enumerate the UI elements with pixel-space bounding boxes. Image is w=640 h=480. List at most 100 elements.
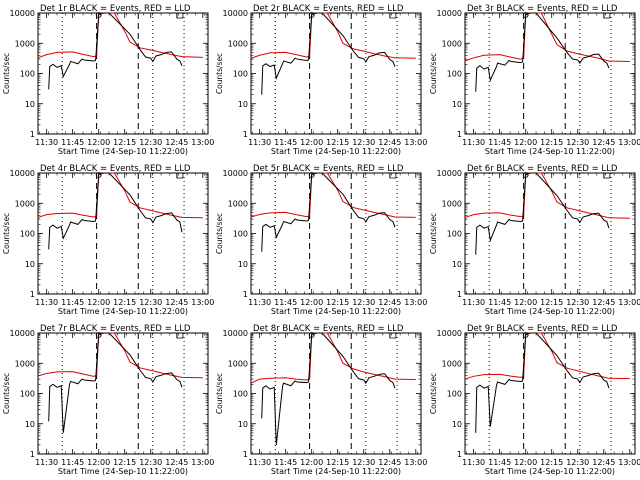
x-tick-label: 12:00: [514, 458, 537, 467]
y-tick-label: 1000: [442, 359, 462, 368]
y-tick-label: 1000: [15, 199, 35, 208]
x-tick-label: 11:45: [274, 458, 297, 467]
y-tick-label: 10: [238, 260, 248, 269]
x-tick-label: 12:45: [165, 138, 188, 147]
x-tick-label: 11:30: [462, 458, 485, 467]
y-tick-label: 1000: [228, 39, 248, 48]
y-tick-label: 10: [452, 100, 462, 109]
x-axis-label: Start Time (24-Sep-10 11:22:00): [485, 147, 615, 156]
x-tick-label: 12:45: [165, 458, 188, 467]
y-tick-label: 10: [25, 420, 35, 429]
lld-series-line: [37, 332, 203, 379]
y-tick-label: 1: [243, 450, 248, 459]
lld-series-line: [37, 172, 203, 219]
events-series-line: [261, 12, 396, 95]
square-marker: [389, 173, 397, 179]
x-tick-label: 12:00: [300, 138, 323, 147]
chart-panel: Det 9r BLACK = Events, RED = LLD 1 10 100 10…: [429, 324, 640, 476]
x-tick-label: 12:30: [566, 298, 589, 307]
lld-series-line: [464, 332, 630, 380]
x-tick-label: 12:45: [592, 138, 615, 147]
y-tick-label: 10000: [437, 169, 462, 178]
events-series-line: [48, 172, 183, 250]
events-series-line: [261, 172, 396, 252]
y-tick-label: 100: [447, 230, 462, 239]
chart-title: Det 5r BLACK = Events, RED = LLD: [253, 164, 404, 174]
x-axis-label: Start Time (24-Sep-10 11:22:00): [271, 147, 401, 156]
y-tick-label: 10: [25, 260, 35, 269]
square-marker: [389, 333, 397, 339]
square-marker: [389, 13, 397, 19]
x-tick-label: 11:30: [248, 458, 271, 467]
x-axis-label: Start Time (24-Sep-10 11:22:00): [58, 307, 188, 316]
x-axis-label: Start Time (24-Sep-10 11:22:00): [271, 307, 401, 316]
x-tick-label: 12:30: [139, 298, 162, 307]
x-tick-label: 13:00: [404, 138, 427, 147]
y-tick-label: 100: [20, 70, 35, 79]
y-tick-label: 10: [238, 420, 248, 429]
x-tick-label: 13:00: [191, 298, 214, 307]
chart-title: Det 2r BLACK = Events, RED = LLD: [253, 4, 404, 14]
chart-panel: Det 4r BLACK = Events, RED = LLD 1 10 100 10…: [2, 164, 214, 316]
x-tick-label: 12:45: [592, 458, 615, 467]
chart-panel: Det 3r BLACK = Events, RED = LLD 1 10 100 10…: [429, 4, 640, 156]
events-series-line: [48, 332, 183, 433]
events-series-line: [261, 332, 396, 445]
x-tick-label: 11:45: [61, 458, 84, 467]
square-marker: [603, 13, 611, 19]
x-tick-label: 12:15: [113, 138, 136, 147]
y-tick-label: 10000: [223, 329, 248, 338]
circle-marker: [95, 12, 102, 18]
x-tick-label: 11:30: [462, 138, 485, 147]
y-tick-label: 1: [30, 450, 35, 459]
x-axis-label: Start Time (24-Sep-10 11:22:00): [58, 147, 188, 156]
chart-title: Det 4r BLACK = Events, RED = LLD: [40, 164, 191, 174]
chart-panel: Det 8r BLACK = Events, RED = LLD 1 10 100 10…: [215, 324, 427, 476]
y-tick-label: 100: [447, 70, 462, 79]
x-tick-label: 12:00: [514, 298, 537, 307]
square-marker: [603, 173, 611, 179]
y-tick-label: 10000: [223, 9, 248, 18]
events-series-line: [48, 12, 183, 90]
lld-series-line: [464, 172, 630, 219]
x-tick-label: 11:30: [35, 458, 58, 467]
plot-frame: [464, 172, 636, 295]
x-tick-label: 12:00: [87, 458, 110, 467]
x-axis-label: Start Time (24-Sep-10 11:22:00): [485, 307, 615, 316]
plot-frame: [250, 332, 422, 455]
x-tick-label: 13:00: [404, 458, 427, 467]
y-tick-label: 1000: [15, 39, 35, 48]
y-tick-label: 100: [447, 390, 462, 399]
circle-marker: [522, 12, 529, 18]
lld-series-line: [250, 172, 416, 218]
y-tick-label: 10: [452, 260, 462, 269]
events-series-line: [475, 332, 610, 433]
y-tick-label: 10000: [10, 9, 35, 18]
y-tick-label: 1: [243, 130, 248, 139]
lld-series-line: [37, 12, 203, 59]
x-tick-label: 12:45: [378, 138, 401, 147]
y-tick-label: 10: [25, 100, 35, 109]
x-tick-label: 11:45: [488, 138, 511, 147]
chart-panel: Det 2r BLACK = Events, RED = LLD 1 10 100 10…: [215, 4, 427, 156]
chart-title: Det 3r BLACK = Events, RED = LLD: [467, 4, 618, 14]
y-axis-label: Counts/sec: [215, 53, 224, 94]
x-tick-label: 12:15: [326, 458, 349, 467]
plot-frame: [250, 12, 422, 135]
x-tick-label: 12:00: [87, 298, 110, 307]
y-tick-label: 100: [20, 230, 35, 239]
y-tick-label: 10000: [437, 329, 462, 338]
x-tick-label: 11:30: [248, 138, 271, 147]
events-series-line: [475, 12, 610, 92]
y-tick-label: 100: [233, 70, 248, 79]
plot-frame: [250, 172, 422, 295]
y-tick-label: 10000: [10, 169, 35, 178]
square-marker: [176, 13, 184, 19]
chart-panel: Det 6r BLACK = Events, RED = LLD 1 10 100 10…: [429, 164, 640, 316]
x-tick-label: 13:00: [404, 298, 427, 307]
plot-frame: [464, 332, 636, 455]
y-tick-label: 1000: [228, 199, 248, 208]
y-tick-label: 10: [238, 100, 248, 109]
circle-marker: [308, 12, 315, 18]
